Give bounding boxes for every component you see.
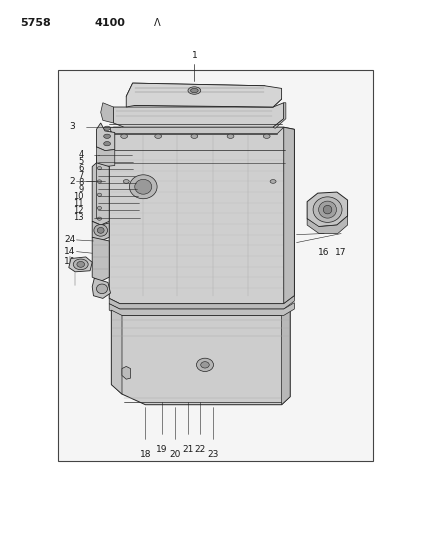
Text: 12: 12: [73, 206, 83, 215]
Ellipse shape: [96, 284, 107, 294]
Text: 17: 17: [335, 248, 346, 257]
Ellipse shape: [135, 179, 151, 194]
Bar: [58, 70, 372, 461]
Ellipse shape: [97, 217, 101, 220]
Ellipse shape: [97, 228, 104, 233]
Text: 5758: 5758: [20, 18, 50, 28]
Text: 23: 23: [207, 450, 219, 459]
Polygon shape: [283, 127, 294, 304]
Polygon shape: [96, 147, 115, 166]
Text: 10: 10: [73, 192, 83, 201]
Text: 18: 18: [139, 450, 151, 459]
Ellipse shape: [227, 134, 233, 139]
Ellipse shape: [322, 205, 331, 214]
Text: 16: 16: [318, 248, 329, 257]
Polygon shape: [109, 127, 283, 134]
Polygon shape: [126, 83, 281, 107]
Polygon shape: [126, 83, 281, 107]
Text: 9: 9: [78, 185, 83, 194]
Text: 19: 19: [155, 445, 167, 454]
Ellipse shape: [190, 88, 198, 93]
Ellipse shape: [270, 180, 276, 183]
Ellipse shape: [190, 134, 197, 139]
Text: Λ: Λ: [153, 18, 160, 28]
Polygon shape: [109, 127, 294, 304]
Polygon shape: [122, 367, 130, 379]
Polygon shape: [109, 296, 294, 309]
Text: 7: 7: [78, 171, 83, 180]
Ellipse shape: [97, 180, 101, 183]
Text: 22: 22: [194, 445, 205, 454]
Ellipse shape: [104, 134, 110, 139]
Ellipse shape: [263, 134, 270, 139]
Polygon shape: [306, 192, 347, 227]
Text: 3: 3: [69, 122, 75, 131]
Text: 5: 5: [78, 157, 83, 166]
Ellipse shape: [318, 201, 336, 218]
Text: 2: 2: [69, 177, 75, 186]
Ellipse shape: [104, 126, 110, 131]
Ellipse shape: [123, 180, 129, 183]
Ellipse shape: [200, 362, 209, 368]
Text: 1: 1: [191, 51, 197, 60]
Text: 8: 8: [78, 178, 83, 187]
Ellipse shape: [97, 193, 101, 196]
Text: 21: 21: [182, 445, 193, 454]
Polygon shape: [92, 221, 109, 241]
Ellipse shape: [104, 142, 110, 146]
Polygon shape: [279, 309, 289, 405]
Text: 6: 6: [78, 164, 83, 173]
Polygon shape: [92, 237, 109, 281]
Polygon shape: [306, 216, 347, 233]
Text: 14: 14: [63, 247, 75, 256]
Polygon shape: [273, 103, 285, 128]
Text: 20: 20: [169, 450, 181, 459]
Text: 24: 24: [64, 236, 75, 245]
Ellipse shape: [154, 134, 161, 139]
Text: 11: 11: [73, 199, 83, 208]
Ellipse shape: [129, 175, 157, 199]
Text: 4100: 4100: [94, 18, 125, 28]
Polygon shape: [92, 163, 109, 225]
Ellipse shape: [73, 259, 88, 270]
Ellipse shape: [196, 358, 213, 372]
Ellipse shape: [97, 206, 101, 209]
Text: 13: 13: [73, 213, 83, 222]
Polygon shape: [101, 103, 113, 123]
Text: 15: 15: [63, 257, 75, 265]
Ellipse shape: [312, 197, 341, 222]
Polygon shape: [69, 257, 92, 272]
Ellipse shape: [94, 224, 107, 236]
Text: 4: 4: [78, 150, 83, 159]
Ellipse shape: [121, 134, 127, 139]
Ellipse shape: [187, 87, 200, 94]
Polygon shape: [109, 303, 294, 316]
Polygon shape: [92, 278, 110, 298]
Polygon shape: [113, 103, 283, 127]
Polygon shape: [96, 123, 115, 151]
Ellipse shape: [77, 262, 84, 267]
Polygon shape: [111, 309, 289, 405]
Polygon shape: [111, 310, 122, 394]
Ellipse shape: [97, 166, 101, 169]
